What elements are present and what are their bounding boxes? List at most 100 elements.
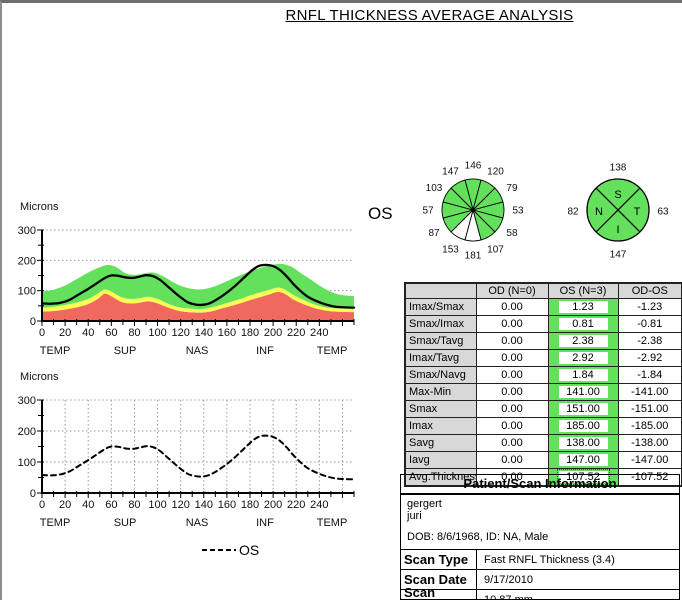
- svg-text:60: 60: [105, 327, 117, 339]
- od-value: 0.00: [475, 434, 549, 452]
- svg-text:103: 103: [426, 183, 443, 194]
- od-value: 0.00: [475, 298, 549, 316]
- svg-text:200: 200: [18, 426, 36, 438]
- diff-value: -0.81: [617, 315, 682, 333]
- os-value-cell[interactable]: 185.00: [547, 417, 619, 435]
- svg-text:181: 181: [465, 251, 482, 262]
- od-value: 0.00: [475, 468, 549, 487]
- os-value-cell[interactable]: 2.92: [547, 349, 619, 367]
- patient-identity: gergert juri DOB: 8/6/1968, ID: NA, Male: [401, 495, 679, 550]
- table-row: Imax 0.00 185.00 -185.00: [404, 417, 682, 435]
- diff-value: -138.00: [617, 434, 682, 452]
- svg-text:TEMP: TEMP: [40, 517, 71, 529]
- svg-text:40: 40: [82, 499, 94, 511]
- row-label: Imax/Tavg: [404, 349, 477, 367]
- svg-text:240: 240: [310, 499, 328, 511]
- svg-text:180: 180: [241, 327, 259, 339]
- svg-text:300: 300: [18, 395, 36, 407]
- svg-text:138: 138: [610, 163, 627, 174]
- svg-text:NAS: NAS: [186, 517, 209, 529]
- svg-text:SUP: SUP: [114, 345, 137, 357]
- svg-text:220: 220: [287, 499, 305, 511]
- svg-text:57: 57: [422, 206, 434, 217]
- svg-text:INF: INF: [256, 345, 274, 357]
- svg-text:160: 160: [218, 499, 236, 511]
- svg-text:Microns: Microns: [20, 201, 59, 213]
- diff-value: -151.00: [617, 400, 682, 418]
- od-value: 0.00: [475, 332, 549, 350]
- svg-text:58: 58: [506, 228, 518, 239]
- os-value-cell[interactable]: 0.81: [547, 315, 619, 333]
- diff-value: -185.00: [617, 417, 682, 435]
- scan-date-row: Scan Date 9/17/2010: [401, 570, 679, 590]
- svg-text:53: 53: [512, 206, 524, 217]
- svg-text:0: 0: [39, 499, 45, 511]
- svg-text:200: 200: [18, 255, 36, 267]
- tsnit-profile-chart-with-bands: Microns 0 20 40 60 80 100 120 140 160 180 200 220 240…: [18, 201, 356, 357]
- dashed-line-icon: [202, 549, 236, 551]
- svg-text:100: 100: [18, 286, 36, 298]
- row-label: Iavg: [404, 451, 477, 469]
- svg-text:140: 140: [195, 327, 213, 339]
- row-label: Smax/Navg: [404, 366, 477, 384]
- table-row: Smax/Navg 0.00 1.84 -1.84: [404, 366, 682, 384]
- os-value-cell[interactable]: 1.84: [547, 366, 619, 384]
- os-value-cell[interactable]: 1.23: [547, 298, 619, 316]
- table-row: Imax/Tavg 0.00 2.92 -2.92: [404, 349, 682, 367]
- patient-scan-info: Patient/Scan Information gergert juri DO…: [400, 474, 680, 600]
- os-value-cell[interactable]: 141.00: [547, 383, 619, 401]
- svg-text:100: 100: [148, 499, 166, 511]
- scan-length-value: 10.87 mm: [484, 594, 533, 600]
- tsnit-profile-chart-dashed: Microns 0 20 40 60 80 100 120 140 160 180 200 220 240…: [18, 371, 355, 529]
- os-value-cell[interactable]: 138.00: [547, 434, 619, 452]
- svg-text:200: 200: [264, 327, 282, 339]
- diff-value: -1.23: [617, 298, 682, 316]
- page-title: RNFL THICKNESS AVERAGE ANALYSIS: [285, 7, 574, 24]
- os-value-cell[interactable]: 2.38: [547, 332, 619, 350]
- svg-text:120: 120: [487, 167, 504, 178]
- chart-legend: OS: [202, 542, 259, 558]
- os-value-cell[interactable]: 151.00: [547, 400, 619, 418]
- svg-text:147: 147: [610, 250, 627, 261]
- row-label: Smax/Imax: [404, 315, 477, 333]
- table-row: Smax/Imax 0.00 0.81 -0.81: [404, 315, 682, 333]
- od-value: 0.00: [475, 400, 549, 418]
- svg-text:300: 300: [18, 225, 36, 237]
- svg-text:240: 240: [310, 327, 328, 339]
- scan-type-row: Scan Type Fast RNFL Thickness (3.4): [401, 550, 679, 570]
- scan-type-value: Fast RNFL Thickness (3.4): [484, 553, 615, 566]
- svg-text:0: 0: [30, 316, 36, 328]
- row-label: Imax/Smax: [404, 298, 477, 316]
- table-row: Savg 0.00 138.00 -138.00: [404, 434, 682, 452]
- svg-text:TEMP: TEMP: [317, 517, 348, 529]
- svg-text:146: 146: [465, 161, 482, 172]
- table-row: Avg.Thickness 0.00 107.52 -107.52: [404, 468, 682, 487]
- od-value: 0.00: [475, 315, 549, 333]
- svg-text:87: 87: [428, 228, 440, 239]
- svg-text:180: 180: [241, 499, 259, 511]
- svg-text:100: 100: [148, 327, 166, 339]
- table-row: Smax/Tavg 0.00 2.38 -2.38: [404, 332, 682, 350]
- patient-info-title: Patient/Scan Information: [401, 475, 679, 495]
- svg-text:SUP: SUP: [114, 517, 137, 529]
- svg-text:82: 82: [567, 207, 579, 218]
- od-value: 0.00: [475, 366, 549, 384]
- diff-value: -2.38: [617, 332, 682, 350]
- patient-last-name: gergert: [407, 498, 442, 510]
- os-value-cell[interactable]: 147.00: [547, 451, 619, 469]
- row-label: Max-Min: [404, 383, 477, 401]
- row-label: Imax: [404, 417, 477, 435]
- table-header-row: OD (N=0) OS (N=3) OD-OS: [404, 282, 682, 299]
- table-header-blank: [404, 282, 477, 299]
- diff-value: -141.00: [617, 383, 682, 401]
- svg-text:120: 120: [171, 499, 189, 511]
- svg-text:80: 80: [128, 499, 140, 511]
- svg-text:S: S: [614, 189, 621, 201]
- svg-text:Microns: Microns: [20, 371, 59, 383]
- svg-text:160: 160: [218, 327, 236, 339]
- diff-value: -147.00: [617, 451, 682, 469]
- svg-text:153: 153: [442, 244, 459, 255]
- svg-text:60: 60: [105, 499, 117, 511]
